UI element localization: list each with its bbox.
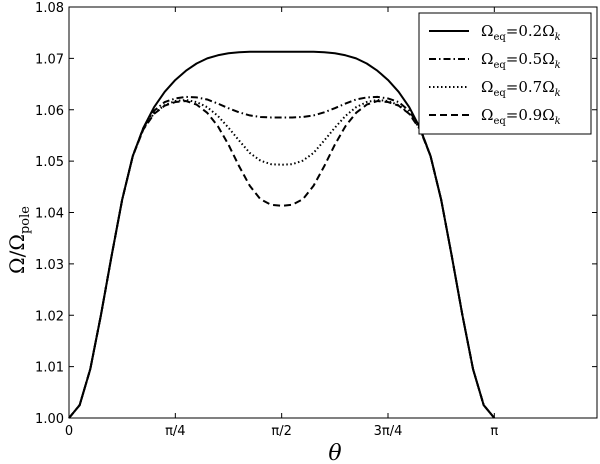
x-tick-label: π/4	[165, 424, 185, 439]
y-tick-label: 1.00	[35, 412, 64, 427]
y-axis-label-main: Ω/Ω	[5, 234, 29, 274]
legend-label-1: Ωeq=0.2Ωk	[481, 22, 561, 43]
legend-label-sub: eq	[493, 88, 506, 99]
x-axis-label: θ	[328, 441, 341, 464]
legend-label-sub2: k	[555, 88, 561, 99]
ticks-layer: 0 π/4 π/2 3π/4 π 1.00 1.01 1.02 1.03 1.04 1.05 1.06…	[35, 1, 597, 439]
y-tick-label: 1.02	[35, 309, 64, 324]
legend-box	[418, 12, 592, 135]
legend-label-main: Ω	[481, 22, 493, 40]
y-tick-label: 1.08	[35, 1, 64, 16]
y-tick-label: 1.04	[35, 207, 64, 222]
legend-label-rest: =0.9Ω	[506, 106, 555, 124]
legend-label-3: Ωeq=0.7Ωk	[481, 78, 561, 99]
legend-label-sub: eq	[493, 116, 506, 127]
series-line-4	[68, 100, 496, 419]
y-tick-label: 1.07	[35, 52, 64, 67]
legend-label-main: Ω	[481, 106, 493, 124]
legend-label-main: Ω	[481, 78, 493, 96]
series-layer	[68, 50, 496, 419]
legend-label-sub: eq	[493, 32, 506, 43]
series-line-3	[68, 98, 496, 419]
x-tick-label: π	[490, 424, 498, 439]
legend-label-main: Ω	[481, 50, 493, 68]
legend-label-sub: eq	[493, 60, 506, 71]
x-tick-label: 3π/4	[374, 424, 403, 439]
x-tick-label: π/2	[271, 424, 291, 439]
y-axis-label-sub: pole	[18, 206, 33, 234]
y-tick-label: 1.06	[35, 104, 64, 119]
legend-label-2: Ωeq=0.5Ωk	[481, 50, 561, 71]
series-line-2	[68, 95, 496, 419]
x-tick-label: 0	[65, 424, 73, 439]
legend-label-sub2: k	[555, 116, 561, 127]
legend-label-rest: =0.7Ω	[506, 78, 555, 96]
y-tick-label: 1.05	[35, 155, 64, 170]
legend-label-rest: =0.5Ω	[506, 50, 555, 68]
legend-label-4: Ωeq=0.9Ωk	[481, 106, 561, 127]
y-tick-label: 1.01	[35, 361, 64, 376]
legend-label-sub2: k	[555, 32, 561, 43]
legend-label-rest: =0.2Ω	[506, 22, 555, 40]
y-axis-label: Ω/Ωpole	[5, 206, 33, 274]
y-tick-label: 1.03	[35, 258, 64, 273]
legend-label-sub2: k	[555, 60, 561, 71]
